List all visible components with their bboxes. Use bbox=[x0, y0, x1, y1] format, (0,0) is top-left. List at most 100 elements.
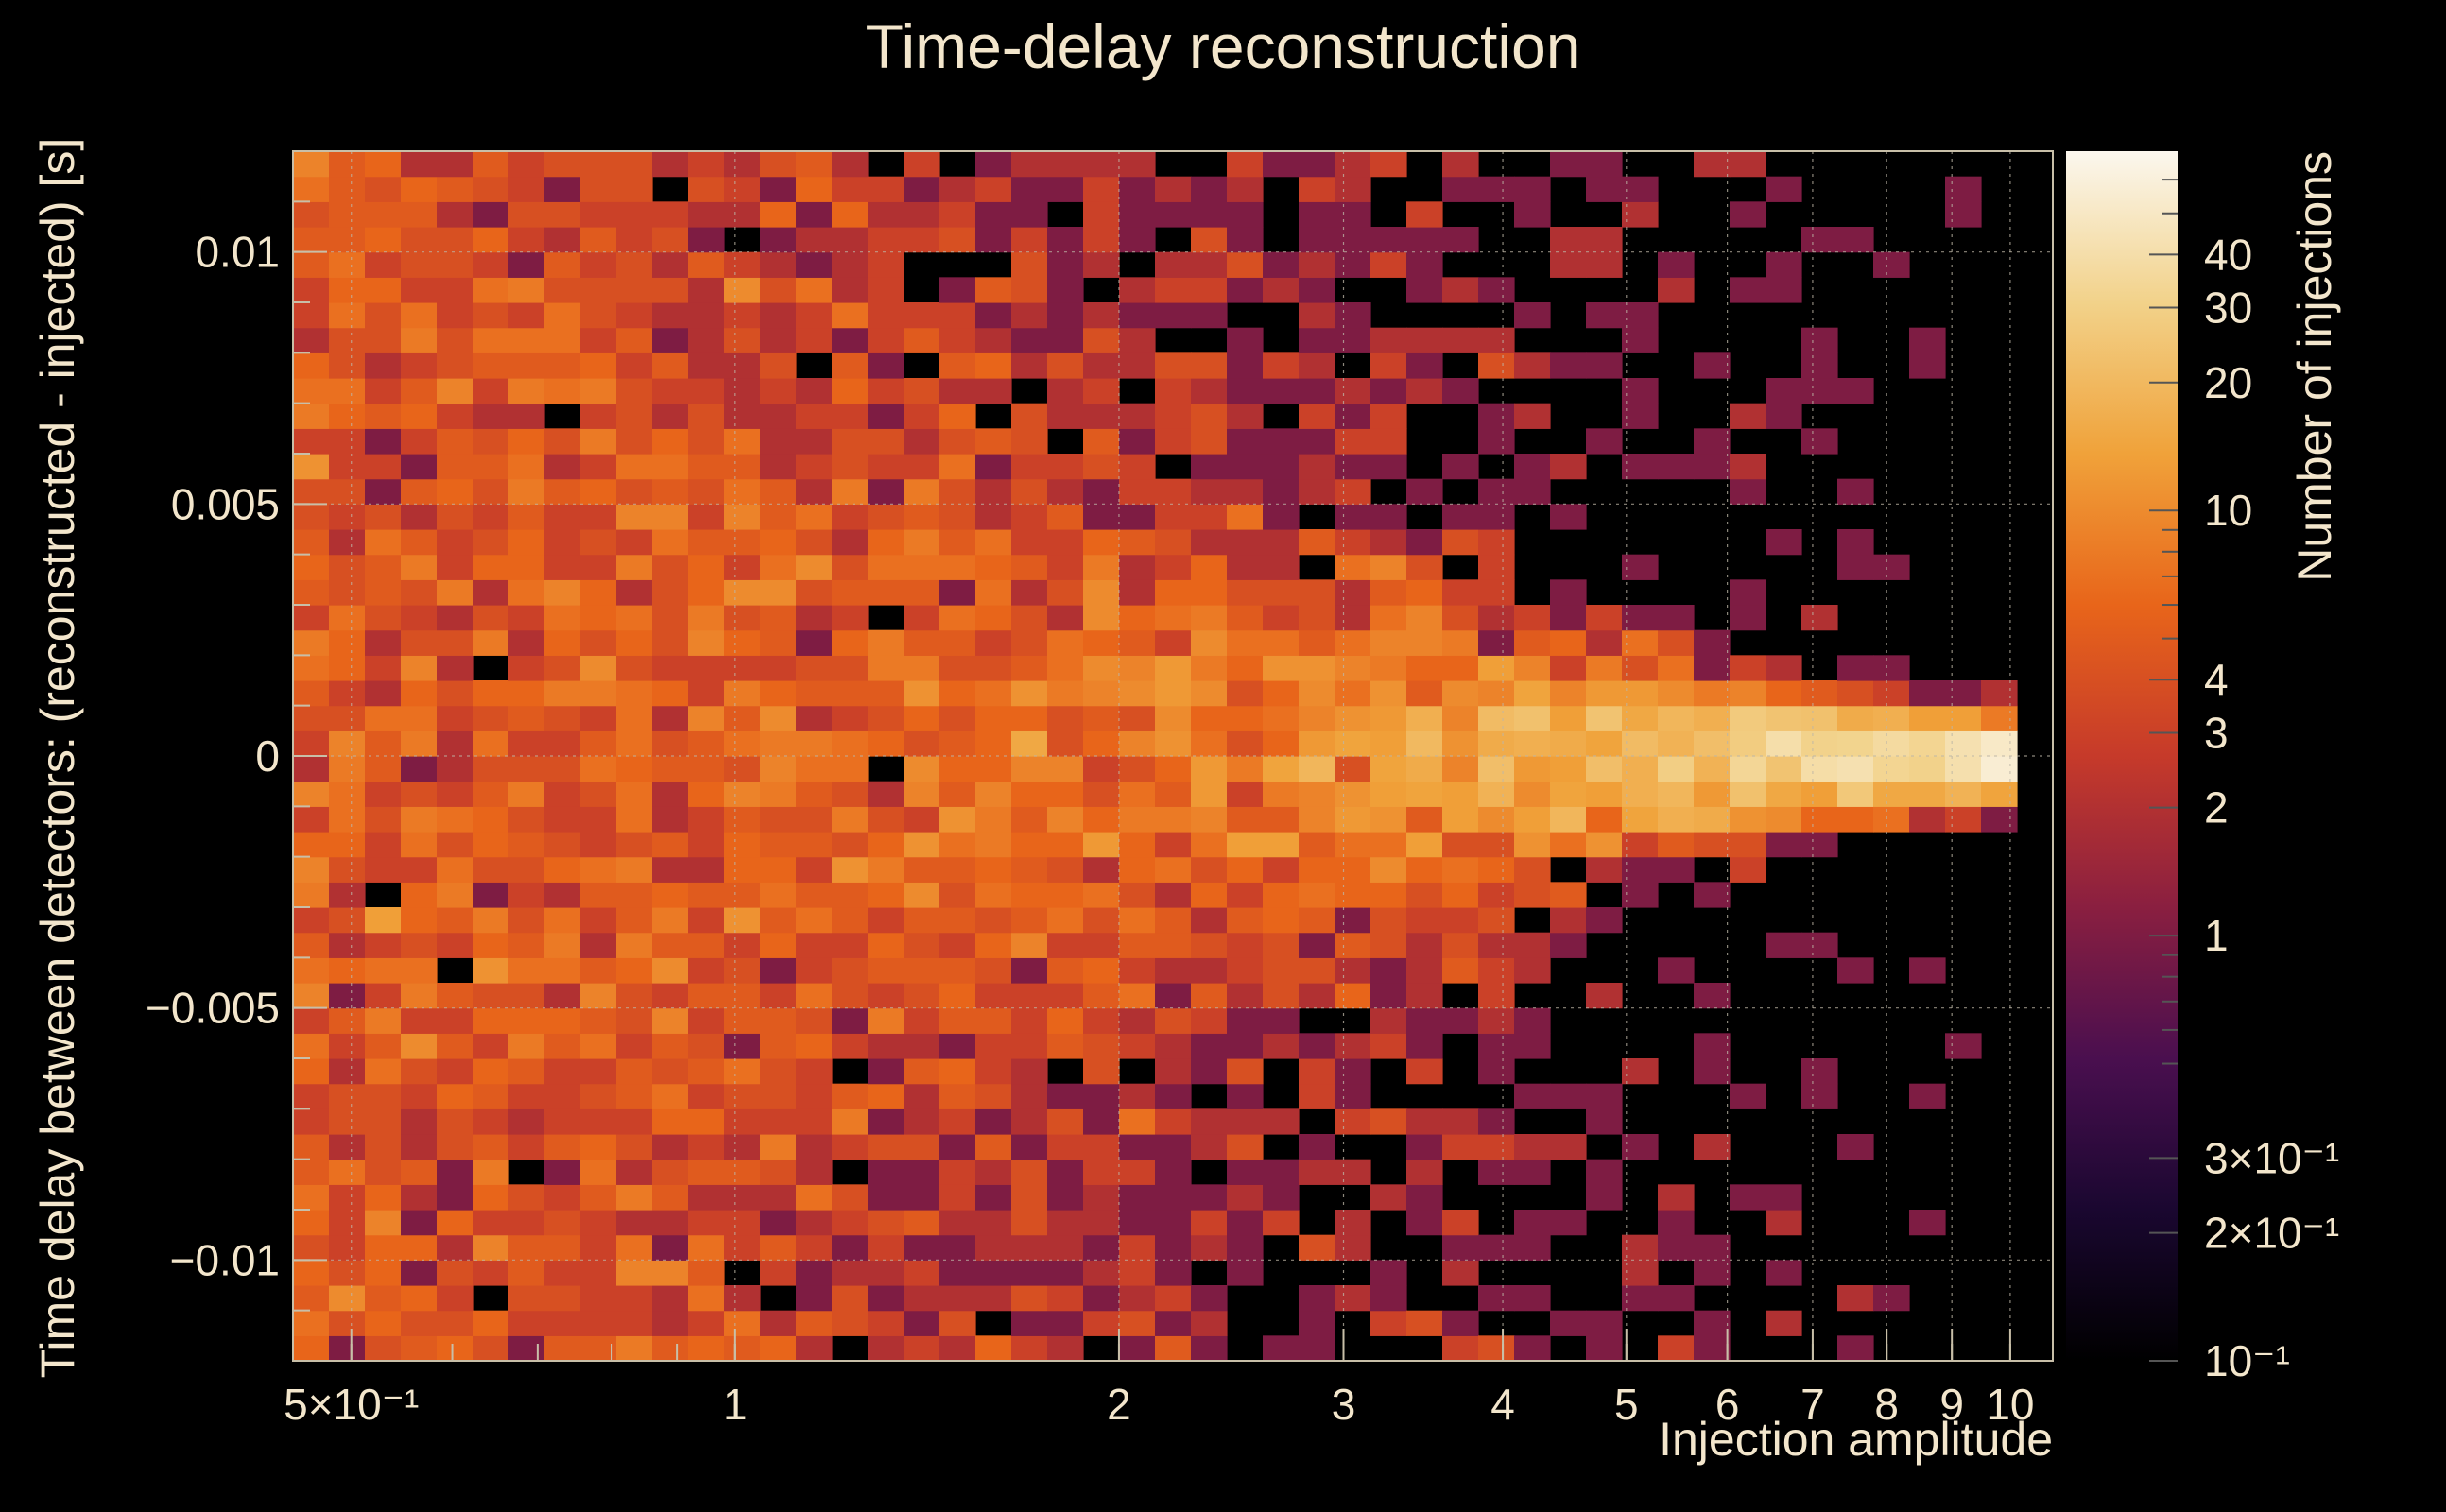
heatmap-cell bbox=[688, 655, 725, 681]
heatmap-cell bbox=[1766, 277, 1802, 303]
heatmap-cell bbox=[832, 1108, 869, 1135]
heatmap-cell bbox=[1119, 478, 1156, 505]
heatmap-cell bbox=[401, 781, 438, 807]
heatmap-cell bbox=[688, 882, 725, 908]
heatmap-cell bbox=[365, 832, 402, 858]
heatmap-cell bbox=[652, 705, 689, 731]
heatmap-cell bbox=[1550, 882, 1587, 908]
heatmap-cell bbox=[1011, 227, 1048, 253]
heatmap-cell bbox=[1586, 655, 1623, 681]
heatmap-cell bbox=[1155, 932, 1192, 958]
heatmap-cell bbox=[1227, 1108, 1264, 1135]
heatmap-cell bbox=[1442, 1310, 1479, 1336]
heatmap-cell bbox=[616, 454, 653, 480]
heatmap-cell bbox=[1263, 454, 1300, 480]
heatmap-cell bbox=[688, 1058, 725, 1085]
heatmap-cell bbox=[293, 251, 330, 278]
heatmap-cell bbox=[1766, 1184, 1802, 1211]
heatmap-cell bbox=[1119, 806, 1156, 833]
heatmap-cell bbox=[1011, 957, 1048, 984]
heatmap-cell bbox=[1191, 680, 1228, 707]
heatmap-cell bbox=[1909, 1083, 1946, 1109]
heatmap-cell bbox=[1047, 856, 1084, 883]
heatmap-cell bbox=[1047, 1108, 1084, 1135]
heatmap-cell bbox=[688, 327, 725, 353]
heatmap-cell bbox=[616, 1335, 653, 1362]
heatmap-cell bbox=[760, 1184, 797, 1211]
heatmap-cell bbox=[1658, 957, 1695, 984]
heatmap-cell bbox=[1370, 806, 1407, 833]
heatmap-cell bbox=[1047, 1159, 1084, 1185]
heatmap-cell bbox=[652, 781, 689, 807]
x-tick-label: 8 bbox=[1874, 1380, 1899, 1429]
heatmap-cell bbox=[1514, 1285, 1551, 1312]
heatmap-cell bbox=[975, 806, 1012, 833]
heatmap-cell bbox=[473, 1260, 509, 1286]
heatmap-cell bbox=[1370, 655, 1407, 681]
heatmap-cell bbox=[1335, 227, 1371, 253]
heatmap-cell bbox=[401, 1033, 438, 1059]
heatmap-cell bbox=[1227, 1184, 1264, 1211]
heatmap-cell bbox=[1586, 856, 1623, 883]
heatmap-cell bbox=[1766, 1260, 1802, 1286]
heatmap-cell bbox=[1586, 832, 1623, 858]
heatmap-cell bbox=[544, 730, 581, 757]
heatmap-cell bbox=[1011, 201, 1048, 228]
heatmap-cell bbox=[437, 529, 474, 556]
heatmap-cell bbox=[975, 504, 1012, 530]
heatmap-cell bbox=[760, 554, 797, 580]
heatmap-cell bbox=[1478, 605, 1515, 631]
heatmap-cell bbox=[1514, 403, 1551, 429]
x-tick-label: 9 bbox=[1939, 1380, 1964, 1429]
heatmap-cell bbox=[1011, 605, 1048, 631]
heatmap-cell bbox=[1478, 1134, 1515, 1160]
heatmap-cell bbox=[939, 629, 976, 656]
heatmap-cell bbox=[1370, 227, 1407, 253]
heatmap-cell bbox=[329, 629, 366, 656]
heatmap-cell bbox=[1299, 302, 1335, 329]
heatmap-cell bbox=[1263, 730, 1300, 757]
heatmap-cell bbox=[1155, 352, 1192, 379]
heatmap-cell bbox=[1011, 680, 1048, 707]
heatmap-cell bbox=[868, 478, 904, 505]
heatmap-cell bbox=[832, 957, 869, 984]
heatmap-cell bbox=[939, 1260, 976, 1286]
heatmap-cell bbox=[1083, 151, 1120, 178]
heatmap-cell bbox=[832, 151, 869, 178]
heatmap-cell bbox=[544, 504, 581, 530]
heatmap-cell bbox=[1083, 1033, 1120, 1059]
heatmap-cell bbox=[508, 352, 545, 379]
heatmap-cell bbox=[1155, 856, 1192, 883]
heatmap-cell bbox=[1873, 251, 1910, 278]
heatmap-cell bbox=[975, 478, 1012, 505]
heatmap-cell bbox=[1514, 1007, 1551, 1034]
heatmap-cell bbox=[904, 907, 940, 934]
heatmap-cell bbox=[293, 983, 330, 1009]
heatmap-cell bbox=[1370, 705, 1407, 731]
heatmap-cell bbox=[1083, 201, 1120, 228]
heatmap-cell bbox=[688, 1210, 725, 1236]
heatmap-cell bbox=[1011, 907, 1048, 934]
heatmap-cell bbox=[652, 277, 689, 303]
heatmap-cell bbox=[1155, 1285, 1192, 1312]
heatmap-cell bbox=[1766, 1210, 1802, 1236]
heatmap-cell bbox=[796, 1033, 833, 1059]
heatmap-cell bbox=[724, 1310, 761, 1336]
heatmap-cell bbox=[293, 151, 330, 178]
heatmap-cell bbox=[975, 629, 1012, 656]
heatmap-cell bbox=[1550, 629, 1587, 656]
heatmap-cell bbox=[1586, 1108, 1623, 1135]
heatmap-cell bbox=[437, 806, 474, 833]
heatmap-cell bbox=[868, 730, 904, 757]
heatmap-cell bbox=[293, 705, 330, 731]
heatmap-cell bbox=[1478, 932, 1515, 958]
heatmap-cell bbox=[1406, 832, 1443, 858]
heatmap-cell bbox=[1442, 957, 1479, 984]
heatmap-cell bbox=[616, 882, 653, 908]
heatmap-cell bbox=[1406, 983, 1443, 1009]
heatmap-cell bbox=[508, 806, 545, 833]
heatmap-cell bbox=[975, 1007, 1012, 1034]
heatmap-cell bbox=[1730, 454, 1766, 480]
x-tick-label: 4 bbox=[1490, 1380, 1515, 1429]
heatmap-cell bbox=[365, 227, 402, 253]
